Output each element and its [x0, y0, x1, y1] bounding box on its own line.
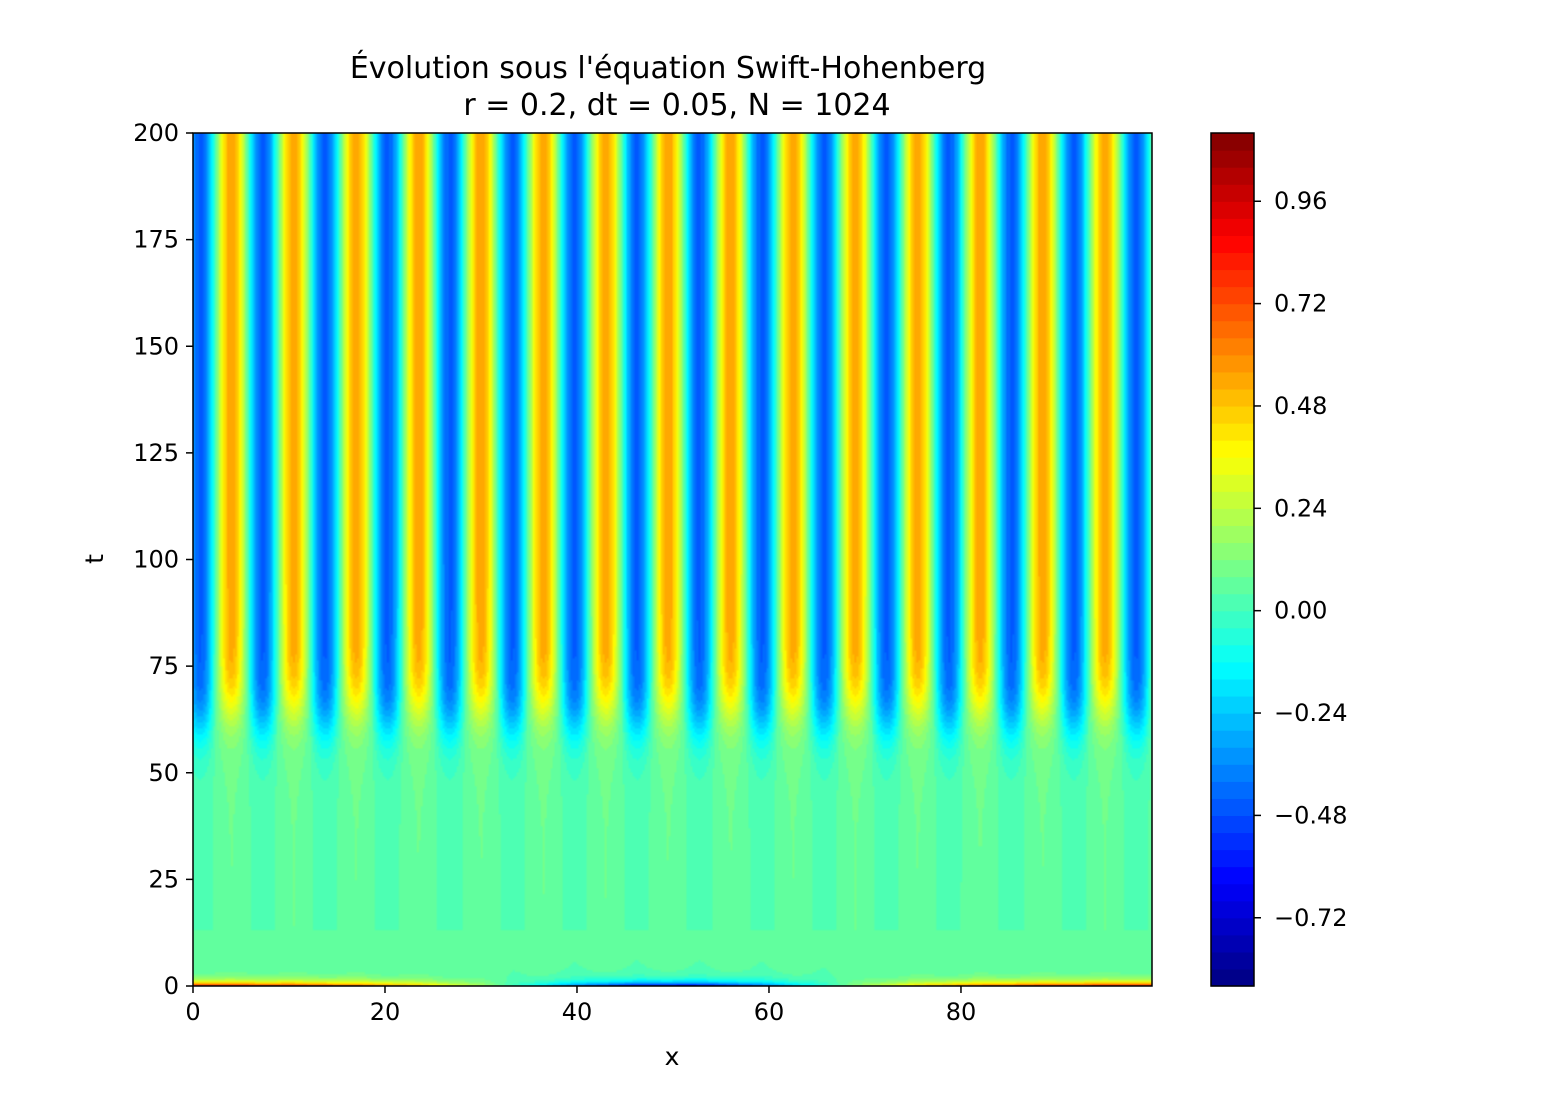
- y-tick-label: 100: [133, 546, 179, 574]
- colorbar-band: [1211, 320, 1254, 339]
- colorbar-band: [1211, 286, 1254, 305]
- x-tick-label: 0: [185, 998, 200, 1026]
- colorbar-band: [1211, 201, 1254, 219]
- colorbar-band: [1211, 150, 1254, 168]
- colorbar-bands: [1211, 133, 1254, 987]
- colorbar-tick-label: −0.48: [1274, 801, 1348, 829]
- colorbar-band: [1211, 184, 1254, 202]
- colorbar-band: [1211, 440, 1254, 458]
- colorbar-band: [1211, 354, 1254, 373]
- x-tick-label: 20: [370, 998, 401, 1026]
- colorbar-band: [1211, 849, 1254, 868]
- colorbar-band: [1211, 474, 1254, 492]
- colorbar-band: [1211, 747, 1254, 765]
- colorbar-band: [1211, 781, 1254, 799]
- x-tick-label: 40: [562, 998, 593, 1026]
- colorbar-band: [1211, 542, 1254, 561]
- colorbar-band: [1211, 167, 1254, 185]
- colorbar-band: [1211, 235, 1254, 254]
- colorbar-band: [1211, 576, 1254, 595]
- y-axis-label: t: [80, 554, 109, 564]
- colorbar-band: [1211, 218, 1254, 236]
- y-tick-label: 75: [148, 652, 179, 680]
- colorbar-band: [1211, 815, 1254, 834]
- colorbar-tick-label: 0.00: [1274, 597, 1327, 625]
- chart-title-line-1: Évolution sous l'équation Swift-Hohenber…: [350, 50, 986, 86]
- colorbar-band: [1211, 133, 1254, 151]
- x-tick-label: 60: [754, 998, 785, 1026]
- colorbar-band: [1211, 764, 1254, 782]
- colorbar-band: [1211, 457, 1254, 475]
- colorbar-band: [1211, 371, 1254, 390]
- colorbar-band: [1211, 713, 1254, 731]
- colorbar-ticks: −0.72 −0.48 −0.24 0.00 0.24 0.48 0.72 0.96: [1254, 187, 1348, 932]
- colorbar-tick-label: 0.96: [1274, 187, 1327, 215]
- y-tick-label: 150: [133, 332, 179, 360]
- colorbar-band: [1211, 730, 1254, 748]
- chart-title-line-2: r = 0.2, dt = 0.05, N = 1024: [463, 88, 890, 123]
- colorbar-band: [1211, 252, 1254, 271]
- colorbar-band: [1211, 388, 1254, 407]
- colorbar-band: [1211, 627, 1254, 646]
- x-tick-label: 80: [946, 998, 977, 1026]
- colorbar-band: [1211, 678, 1254, 697]
- colorbar-tick-label: −0.24: [1274, 699, 1348, 727]
- y-tick-label: 50: [148, 759, 179, 787]
- colorbar-band: [1211, 423, 1254, 441]
- colorbar: −0.72 −0.48 −0.24 0.00 0.24 0.48 0.72 0.96: [1210, 132, 1348, 987]
- y-tick-label: 125: [133, 439, 179, 467]
- colorbar-tick-label: 0.72: [1274, 290, 1327, 318]
- colorbar-band: [1211, 559, 1254, 578]
- colorbar-tick-label: 0.24: [1274, 494, 1327, 522]
- colorbar-tick-label: −0.72: [1274, 904, 1348, 932]
- colorbar-band: [1211, 593, 1254, 612]
- colorbar-band: [1211, 866, 1254, 885]
- colorbar-band: [1211, 269, 1254, 288]
- heatmap-image: [193, 133, 1152, 986]
- colorbar-tick-label: 0.48: [1274, 392, 1327, 420]
- colorbar-band: [1211, 405, 1254, 424]
- y-tick-label: 200: [133, 119, 179, 147]
- colorbar-band: [1211, 610, 1254, 629]
- y-tick-label: 0: [164, 972, 179, 1000]
- x-axis-ticks: 0 20 40 60 80: [185, 986, 976, 1026]
- colorbar-band: [1211, 525, 1254, 544]
- colorbar-band: [1211, 695, 1254, 714]
- colorbar-band: [1211, 508, 1254, 526]
- colorbar-band: [1211, 337, 1254, 356]
- colorbar-band: [1211, 303, 1254, 322]
- colorbar-band: [1211, 832, 1254, 851]
- colorbar-band: [1211, 644, 1254, 663]
- y-tick-label: 175: [133, 226, 179, 254]
- colorbar-band: [1211, 951, 1254, 970]
- colorbar-band: [1211, 661, 1254, 680]
- y-axis-ticks: 0 25 50 75 100 125 150 175 200: [133, 119, 193, 1000]
- colorbar-band: [1211, 798, 1254, 816]
- x-axis-label: x: [665, 1042, 680, 1071]
- heatmap-plot-area: [192, 132, 1153, 987]
- y-tick-label: 25: [148, 865, 179, 893]
- colorbar-band: [1211, 917, 1254, 936]
- colorbar-band: [1211, 934, 1254, 953]
- colorbar-band: [1211, 968, 1254, 987]
- colorbar-band: [1211, 900, 1254, 919]
- colorbar-band: [1211, 491, 1254, 509]
- colorbar-frame: [1210, 132, 1255, 987]
- colorbar-band: [1211, 883, 1254, 902]
